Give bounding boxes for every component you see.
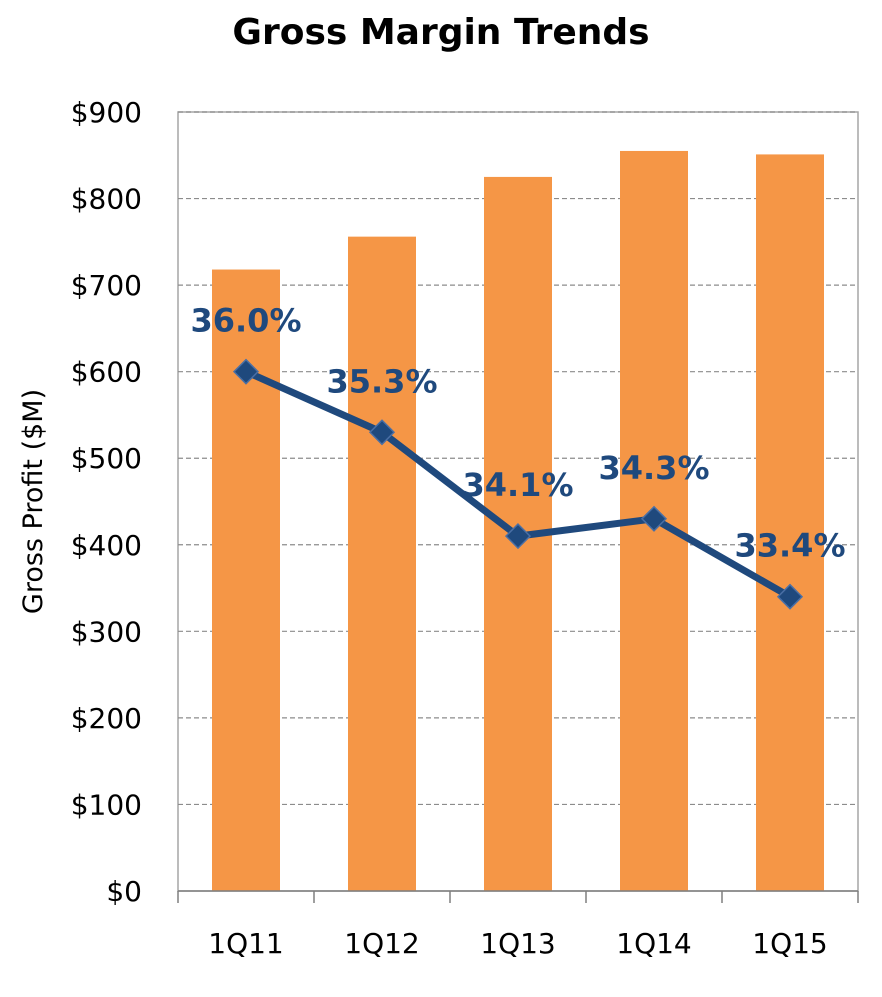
y-tick-label: $0 [106, 875, 142, 908]
y-tick-label: $900 [71, 96, 142, 129]
margin-label-1q14: 34.3% [598, 449, 709, 487]
margin-label-1q15: 33.4% [734, 527, 845, 565]
y-tick-label: $800 [71, 183, 142, 216]
y-tick-label: $300 [71, 615, 142, 648]
y-tick-label: $600 [71, 356, 142, 389]
x-tick-label-1q15: 1Q15 [752, 927, 827, 960]
margin-label-1q11: 36.0% [190, 302, 301, 340]
y-tick-label: $700 [71, 269, 142, 302]
x-tick-label-1q13: 1Q13 [480, 927, 555, 960]
margin-marker-1q14 [640, 505, 668, 532]
y-axis-label: Gross Profit ($M) [18, 389, 49, 614]
margin-label-1q13: 34.1% [462, 466, 573, 504]
margin-marker-1q13 [504, 523, 532, 550]
x-tick-label-1q14: 1Q14 [616, 927, 691, 960]
y-tick-label: $200 [71, 702, 142, 735]
margin-label-1q12: 35.3% [326, 362, 437, 400]
x-tick-label-1q12: 1Q12 [344, 927, 419, 960]
x-tick-label-1q11: 1Q11 [208, 927, 283, 960]
margin-marker-1q15 [776, 583, 804, 610]
bar-1q15 [756, 154, 824, 891]
chart-title: Gross Margin Trends [232, 12, 650, 53]
y-tick-label: $100 [71, 788, 142, 821]
bar-1q12 [348, 236, 416, 891]
y-tick-label: $500 [71, 442, 142, 475]
margin-marker-1q12 [368, 419, 396, 446]
y-tick-label: $400 [71, 529, 142, 562]
margin-marker-1q11 [232, 358, 260, 385]
